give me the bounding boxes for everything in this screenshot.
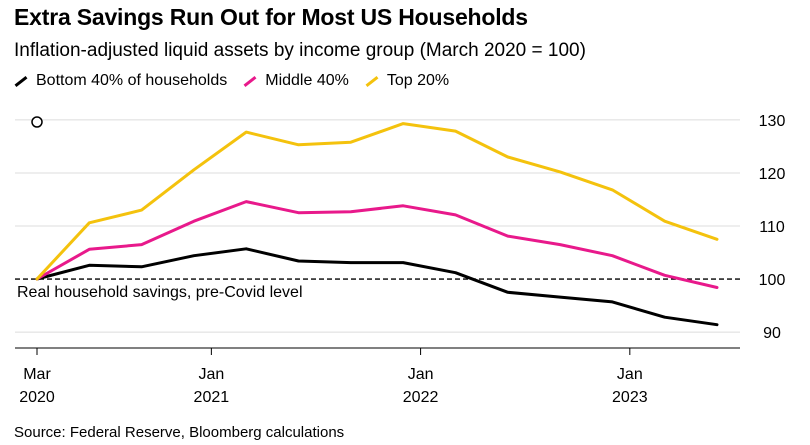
start-marker-circle bbox=[31, 116, 43, 128]
x-tick-month-0: Mar bbox=[23, 366, 51, 383]
y-tick-label-120: 120 bbox=[759, 166, 786, 183]
legend-label-middle-40: Middle 40% bbox=[265, 72, 349, 89]
legend-item-top-20: Top 20% bbox=[365, 72, 449, 90]
x-tick-year-0: 2020 bbox=[19, 389, 55, 406]
x-tick-year-3: 2023 bbox=[612, 389, 648, 406]
legend-label-bottom-40: Bottom 40% of households bbox=[36, 72, 228, 89]
legend-item-middle-40: Middle 40% bbox=[243, 72, 349, 90]
reference-line-label: Real household savings, pre-Covid level bbox=[17, 284, 303, 301]
x-tick-year-2: 2022 bbox=[403, 389, 439, 406]
legend-item-bottom-40: Bottom 40% of households bbox=[14, 72, 227, 90]
source-note: Source: Federal Reserve, Bloomberg calcu… bbox=[14, 424, 345, 441]
series-line-2 bbox=[35, 122, 719, 281]
legend: Bottom 40% of households Middle 40% Top … bbox=[14, 72, 465, 90]
x-tick-month-3: Jan bbox=[617, 366, 643, 383]
y-tick-label-110: 110 bbox=[759, 219, 785, 236]
y-tick-label-100: 100 bbox=[759, 272, 786, 289]
y-tick-label-90: 90 bbox=[763, 325, 781, 342]
x-tick-month-2: Jan bbox=[408, 366, 434, 383]
x-tick-year-1: 2021 bbox=[194, 389, 230, 406]
chart-subtitle: Inflation-adjusted liquid assets by inco… bbox=[14, 40, 586, 61]
chart-title: Extra Savings Run Out for Most US Househ… bbox=[14, 4, 528, 30]
x-tick-month-1: Jan bbox=[198, 366, 224, 383]
y-tick-label-130: 130 bbox=[759, 113, 786, 130]
legend-label-top-20: Top 20% bbox=[386, 72, 450, 89]
series-line-0 bbox=[35, 247, 719, 327]
series-line-1 bbox=[35, 200, 719, 289]
